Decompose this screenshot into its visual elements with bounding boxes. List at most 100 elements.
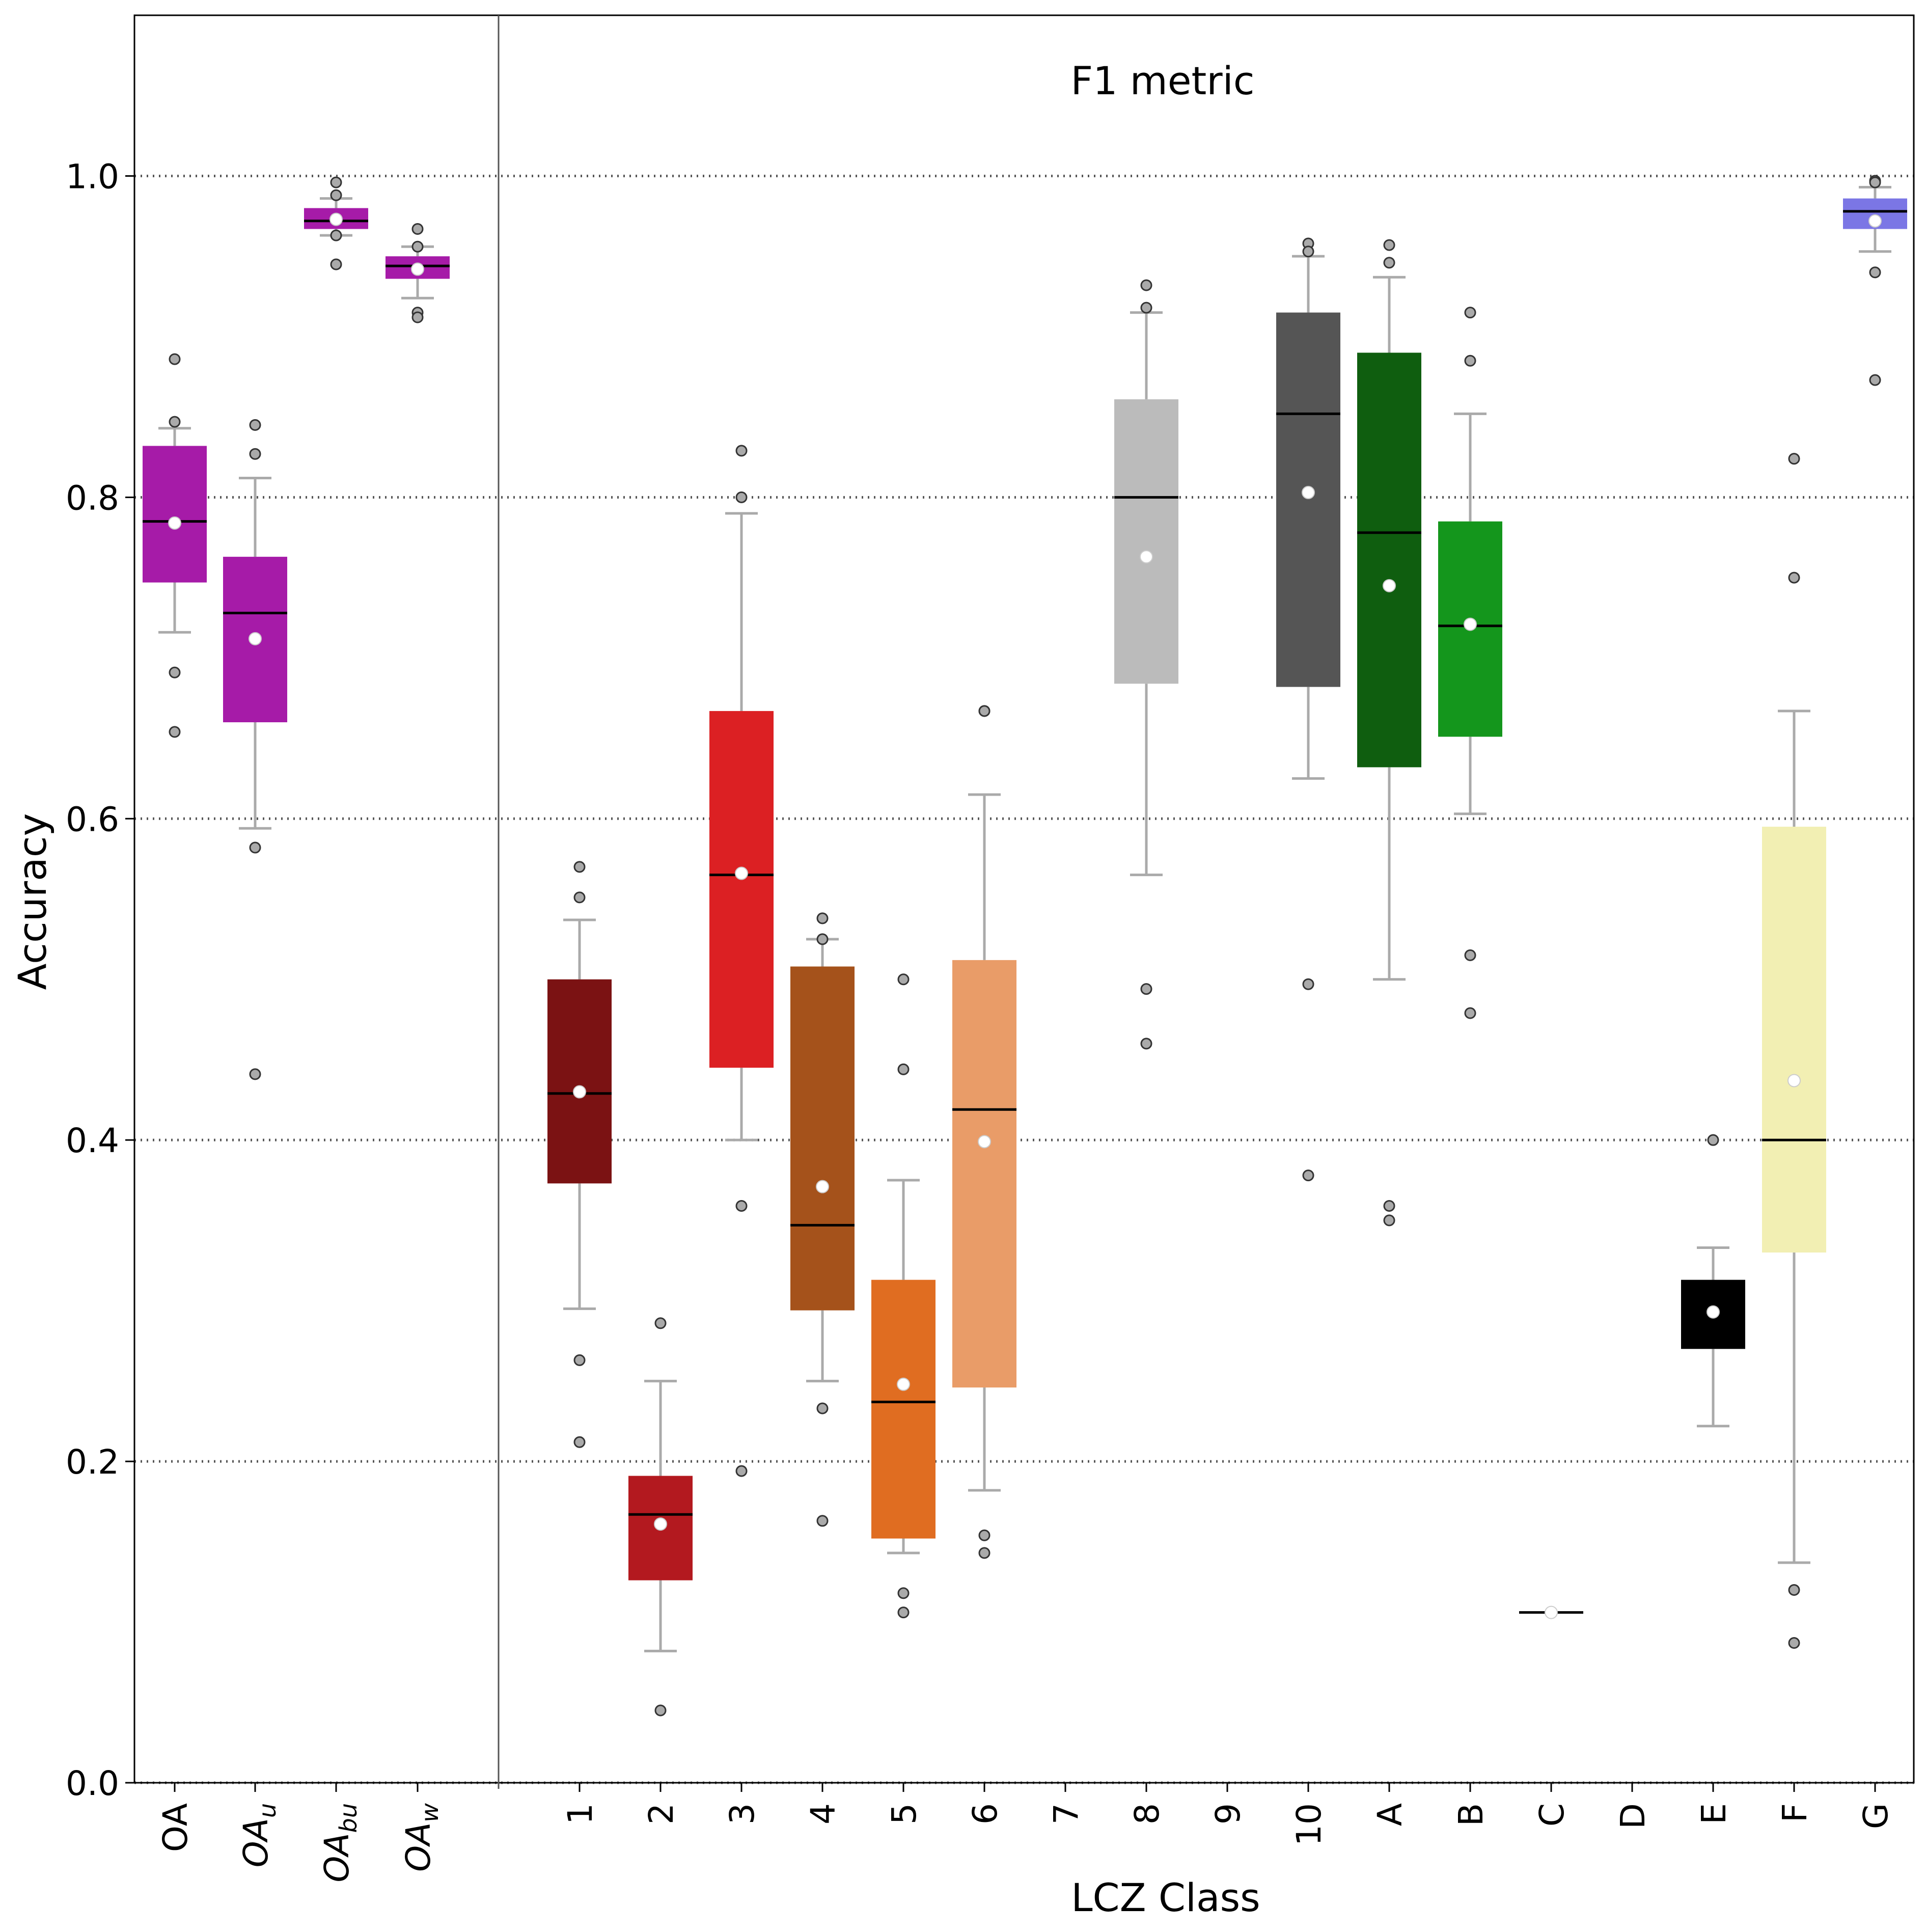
box-lcz-oa bbox=[143, 353, 207, 738]
plot-frame bbox=[133, 14, 1915, 1784]
grid-lines bbox=[134, 174, 1914, 1784]
outlier-point-0 bbox=[573, 861, 586, 873]
box-lcz-oaw bbox=[386, 223, 450, 323]
outlier-point-2 bbox=[330, 229, 342, 241]
outlier-point-1 bbox=[169, 416, 181, 428]
box-body bbox=[709, 711, 774, 1068]
x-tick-label-lcz-7: 7 bbox=[1047, 1803, 1086, 1825]
outlier-point-1 bbox=[573, 891, 586, 904]
mean-marker bbox=[411, 262, 424, 276]
outlier-point-0 bbox=[1383, 239, 1395, 251]
outlier-point-1 bbox=[978, 705, 990, 717]
box-body bbox=[1276, 312, 1340, 687]
box-body bbox=[790, 966, 855, 1311]
box-lcz-e bbox=[1681, 1134, 1745, 1428]
outlier-point-2 bbox=[1464, 949, 1476, 961]
box-body bbox=[547, 979, 612, 1184]
x-tick-label-main: 10 bbox=[1289, 1803, 1329, 1846]
outlier-point-2 bbox=[735, 1200, 748, 1212]
outlier-point-1 bbox=[654, 1704, 667, 1717]
box-lcz-oau bbox=[223, 419, 287, 1080]
x-tick-label-main: OA bbox=[236, 1818, 276, 1867]
box-lcz-c bbox=[1519, 1606, 1583, 1619]
box-body bbox=[871, 1280, 936, 1539]
outlier-point-2 bbox=[897, 1587, 910, 1599]
x-tick-label-lcz-a: A bbox=[1370, 1803, 1410, 1826]
outlier-point-3 bbox=[411, 311, 424, 323]
outlier-point-2 bbox=[249, 841, 261, 854]
mean-marker bbox=[249, 632, 262, 645]
x-tick-label-lcz-b: B bbox=[1451, 1803, 1491, 1826]
box-lcz-g bbox=[1843, 175, 1907, 386]
mean-marker bbox=[329, 212, 343, 226]
outlier-point-3 bbox=[330, 258, 342, 270]
outlier-point-3 bbox=[1383, 1214, 1395, 1227]
x-tick-label-lcz-f: F bbox=[1775, 1803, 1814, 1822]
chart-title: F1 metric bbox=[1071, 58, 1255, 103]
box-body bbox=[1114, 399, 1178, 684]
outlier-point-1 bbox=[897, 1063, 910, 1075]
outlier-point-3 bbox=[1302, 1169, 1314, 1182]
x-tick-label-main: B bbox=[1451, 1803, 1491, 1826]
box-lcz-f bbox=[1762, 453, 1826, 1649]
box-lcz-4 bbox=[790, 912, 855, 1527]
box-lcz-5 bbox=[871, 973, 936, 1619]
mean-marker bbox=[1545, 1606, 1558, 1619]
outlier-point-1 bbox=[411, 240, 424, 253]
outlier-point-1 bbox=[735, 491, 748, 503]
x-tick-label-main: G bbox=[1856, 1803, 1895, 1829]
x-tick-label-lcz-oau: OAu bbox=[236, 1803, 281, 1867]
outlier-point-0 bbox=[411, 223, 424, 235]
outlier-point-0 bbox=[735, 445, 748, 457]
box-lcz-a bbox=[1357, 239, 1421, 1227]
outlier-point-1 bbox=[1869, 176, 1881, 188]
outlier-point-1 bbox=[249, 448, 261, 460]
outlier-point-2 bbox=[978, 1529, 990, 1541]
y-tick-label-3: 0.6 bbox=[66, 800, 119, 839]
outlier-point-1 bbox=[1788, 572, 1800, 584]
outlier-point-3 bbox=[735, 1465, 748, 1477]
mean-marker bbox=[1787, 1074, 1801, 1087]
x-tick-label-lcz-oa: OA bbox=[156, 1803, 195, 1852]
mean-marker bbox=[168, 516, 181, 530]
box-lcz-2 bbox=[628, 1317, 693, 1717]
outlier-point-1 bbox=[1302, 246, 1314, 258]
box-lcz-b bbox=[1438, 307, 1502, 1019]
x-tick-label-main: OA bbox=[156, 1803, 195, 1852]
mean-marker bbox=[897, 1377, 910, 1391]
box-body bbox=[143, 446, 207, 583]
outlier-point-2 bbox=[1140, 983, 1152, 995]
y-tick-label-2: 0.4 bbox=[66, 1121, 119, 1160]
x-tick-label-lcz-6: 6 bbox=[966, 1803, 1005, 1825]
outlier-point-0 bbox=[816, 912, 829, 924]
mean-marker bbox=[1140, 550, 1153, 564]
outlier-point-3 bbox=[249, 1068, 261, 1080]
x-tick-label-lcz-3: 3 bbox=[723, 1803, 762, 1825]
box-body bbox=[1357, 352, 1421, 768]
x-tick-label-main: 7 bbox=[1047, 1803, 1086, 1825]
mean-marker bbox=[978, 1135, 991, 1149]
y-tick-label-5: 1.0 bbox=[66, 157, 119, 196]
x-axis-label: LCZ Class bbox=[1071, 1875, 1260, 1920]
x-tick-label-main: 6 bbox=[966, 1803, 1005, 1825]
outlier-point-3 bbox=[1869, 374, 1881, 386]
y-axis-label: Accuracy bbox=[10, 813, 55, 990]
outlier-point-0 bbox=[1140, 279, 1152, 291]
outlier-point-1 bbox=[1140, 302, 1152, 314]
x-tick-label-main: A bbox=[1370, 1803, 1410, 1826]
mean-marker bbox=[816, 1180, 829, 1193]
outlier-point-3 bbox=[573, 1436, 586, 1448]
outlier-point-3 bbox=[1464, 1007, 1476, 1019]
outlier-point-0 bbox=[1788, 453, 1800, 465]
outlier-point-3 bbox=[1788, 1637, 1800, 1649]
x-tick-label-lcz-oaw: OAw bbox=[399, 1803, 444, 1872]
outlier-point-2 bbox=[1302, 978, 1314, 990]
x-tick-label-lcz-4: 4 bbox=[804, 1803, 843, 1825]
outlier-point-0 bbox=[330, 176, 342, 188]
box-lcz-1 bbox=[547, 861, 612, 1448]
y-tick-label-1: 0.2 bbox=[66, 1443, 119, 1482]
mean-marker bbox=[573, 1085, 586, 1099]
box-lcz-8 bbox=[1114, 279, 1178, 1050]
x-tick-label-lcz-c: C bbox=[1532, 1803, 1572, 1827]
